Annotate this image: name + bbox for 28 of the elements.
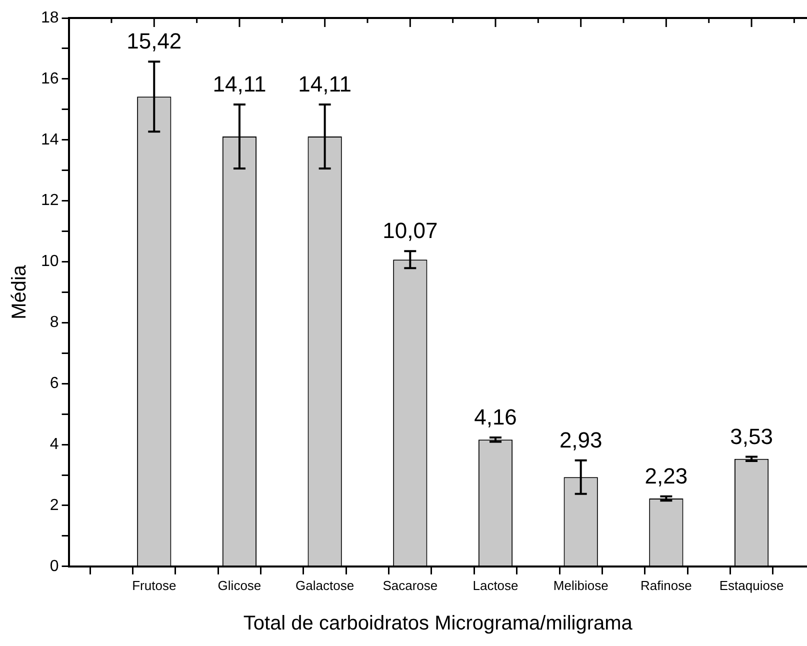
- data-label: 14,11: [298, 72, 352, 97]
- data-label: 4,16: [474, 404, 517, 430]
- y-tick-label: 8: [50, 314, 59, 332]
- x-tick-label: Glicose: [218, 578, 262, 593]
- x-tick-label: Melibiose: [553, 578, 608, 593]
- x-tick-label: Galactose: [296, 578, 354, 593]
- x-tick-label: Lactose: [472, 578, 518, 593]
- y-tick-label: 12: [41, 192, 59, 210]
- y-tick-label: 14: [41, 131, 59, 148]
- y-tick-label: 18: [41, 9, 59, 26]
- x-axis-title: Total de carboidratos Micrograma/miligrama: [243, 612, 634, 635]
- x-tick-label: Frutose: [132, 578, 176, 593]
- x-tick-label: Rafinose: [640, 578, 692, 593]
- data-label: 2,23: [644, 463, 688, 488]
- y-tick-label: 0: [50, 558, 59, 575]
- data-label: 2,93: [559, 427, 602, 452]
- x-tick-label: Estaquiose: [719, 578, 784, 593]
- y-tick-label: 16: [41, 70, 59, 88]
- data-label: 14,11: [212, 72, 266, 97]
- x-tick-label: Sacarose: [382, 578, 438, 593]
- data-label: 3,53: [730, 424, 773, 449]
- y-axis-title: Média: [8, 264, 31, 320]
- y-tick-label: 10: [41, 253, 59, 270]
- data-label: 10,07: [382, 218, 438, 244]
- data-label: 15,42: [126, 28, 182, 54]
- y-tick-label: 6: [50, 375, 59, 392]
- y-tick-label: 2: [50, 496, 59, 514]
- y-tick-label: 4: [50, 436, 59, 453]
